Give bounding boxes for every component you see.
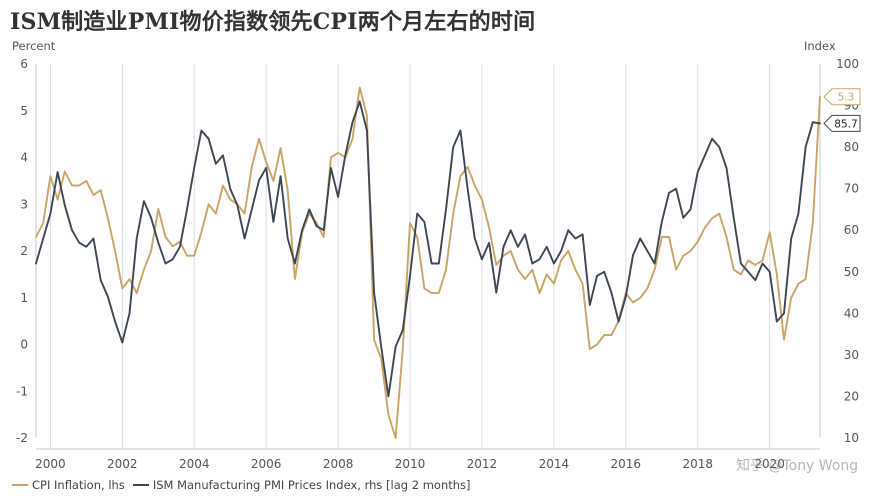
right-tick-label: 40 (844, 306, 859, 320)
legend-item-ism: ISM Manufacturing PMI Prices Index, rhs … (132, 478, 471, 492)
left-axis-ticks: -2 -1 0 1 2 3 4 5 6 (16, 57, 28, 445)
right-tick-label: 10 (844, 431, 859, 445)
page-title: ISM制造业PMI物价指数领先CPI两个月左右的时间 (10, 9, 536, 35)
left-tick-label: 2 (20, 244, 28, 258)
right-tick-label: 100 (836, 57, 859, 71)
x-tick-label: 2000 (35, 457, 66, 471)
x-tick-label: 2014 (539, 457, 570, 471)
left-tick-label: 6 (20, 57, 28, 71)
legend-swatch-ism (132, 484, 149, 486)
right-tick-label: 60 (844, 223, 859, 237)
x-tick-label: 2004 (179, 457, 210, 471)
x-tick-label: 2020 (754, 457, 785, 471)
ism-end-flag-box (823, 114, 861, 132)
left-tick-label: -2 (16, 431, 28, 445)
left-tick-label: 1 (20, 291, 28, 305)
right-tick-label: 50 (844, 265, 859, 279)
left-tick-label: -1 (16, 384, 28, 398)
end-labels: 5.3 85.7 (823, 88, 861, 132)
x-tick-label: 2010 (395, 457, 426, 471)
right-tick-label: 70 (844, 182, 859, 196)
x-tick-label: 2002 (107, 457, 138, 471)
left-tick-label: 5 (20, 104, 28, 118)
watermark: 知乎 @Tony Wong (736, 458, 859, 474)
ism-series-line (35, 100, 821, 398)
legend-label-ism: ISM Manufacturing PMI Prices Index, rhs … (152, 478, 471, 492)
x-axis-ticks: 2000 2002 2004 2006 2008 2010 2012 2014 2016 2018… (35, 457, 785, 471)
right-tick-label: 20 (844, 389, 859, 403)
legend: CPI Inflation, lhs ISM Manufacturing PMI… (12, 478, 479, 492)
cpi-end-flag: 5.3 (823, 88, 861, 106)
legend-item-cpi: CPI Inflation, lhs (12, 478, 125, 492)
right-axis-unit: Index (804, 39, 836, 53)
x-tick-label: 2012 (467, 457, 498, 471)
x-tick-label: 2008 (323, 457, 354, 471)
x-tick-label: 2018 (682, 457, 713, 471)
x-tick-label: 2006 (251, 457, 282, 471)
left-tick-label: 3 (20, 197, 28, 211)
cpi-series-line (35, 86, 821, 439)
x-tick-label: 2016 (611, 457, 642, 471)
legend-label-cpi: CPI Inflation, lhs (32, 478, 125, 492)
series (35, 86, 821, 439)
cpi-end-label: 5.3 (838, 92, 855, 104)
right-tick-label: 80 (844, 140, 859, 154)
left-axis-unit: Percent (12, 39, 56, 53)
left-tick-label: 0 (20, 338, 28, 352)
ism-end-flag: 85.7 (823, 114, 861, 132)
grid (49, 64, 771, 449)
legend-swatch-cpi (12, 484, 28, 486)
right-tick-label: 30 (844, 348, 859, 362)
left-tick-label: 4 (20, 151, 28, 165)
cpi-end-flag-box (823, 88, 861, 106)
ism-end-label: 85.7 (834, 118, 857, 130)
